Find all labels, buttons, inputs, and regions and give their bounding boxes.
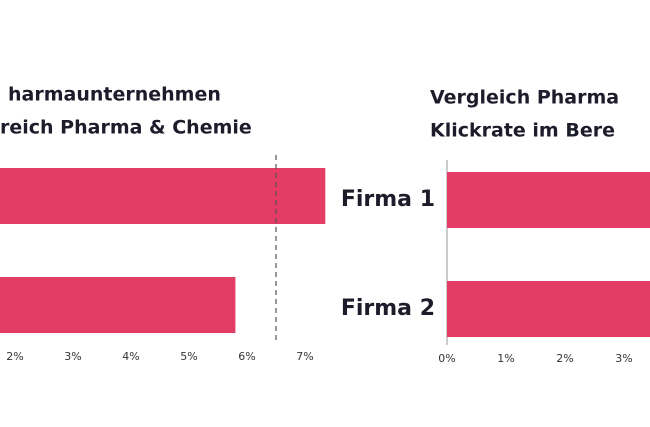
bar [447, 172, 650, 228]
x-tick-label: 7% [296, 350, 313, 363]
x-tick-label: 0% [438, 352, 455, 365]
x-tick-label: 3% [615, 352, 632, 365]
bar [447, 281, 650, 337]
bar [0, 277, 236, 333]
chart-title: harmaunternehmen [8, 84, 221, 106]
x-tick-label: 4% [122, 350, 139, 363]
category-label: Firma 1 [341, 187, 435, 212]
x-tick-label: 2% [6, 350, 23, 363]
chart-title: reich Pharma & Chemie [0, 117, 252, 139]
x-tick-label: 1% [497, 352, 514, 365]
chart-title: Vergleich Pharma [430, 87, 619, 109]
x-tick-label: 5% [180, 350, 197, 363]
bar [0, 168, 326, 224]
x-tick-label: 3% [64, 350, 81, 363]
x-tick-label: 6% [238, 350, 255, 363]
x-tick-label: 2% [556, 352, 573, 365]
chart-title: Klickrate im Bere [430, 120, 615, 142]
category-label: Firma 2 [341, 296, 435, 321]
